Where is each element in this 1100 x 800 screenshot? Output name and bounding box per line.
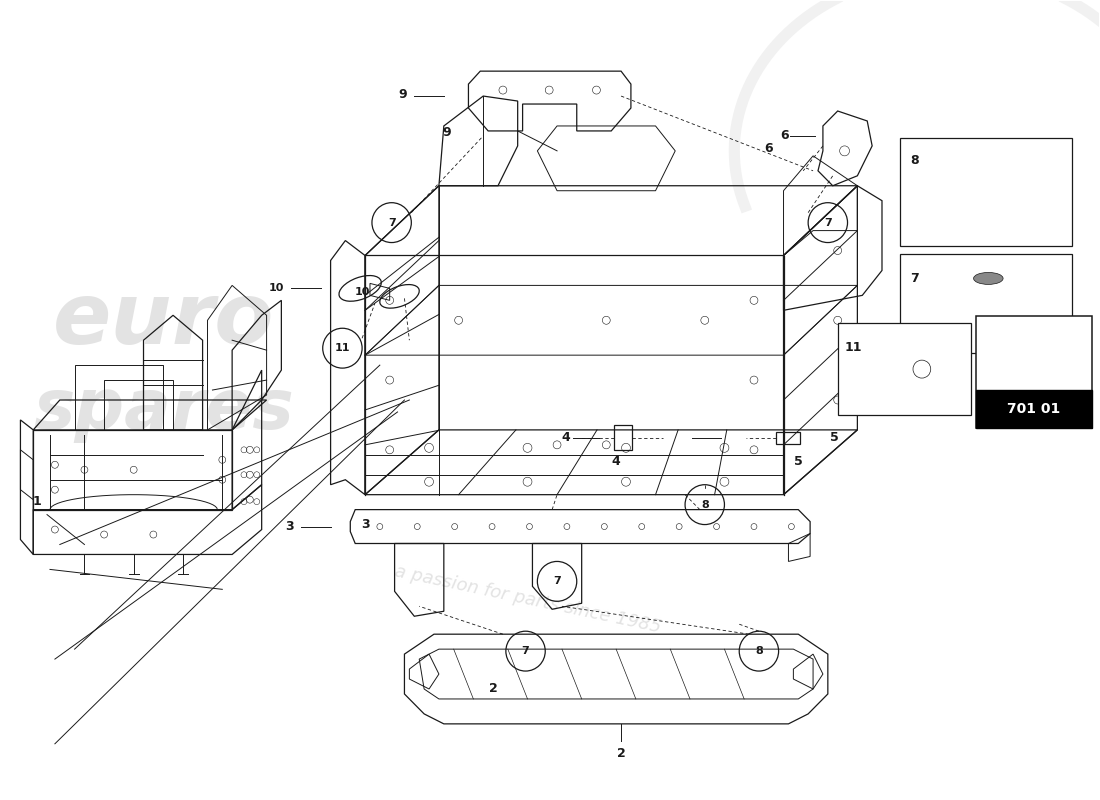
Polygon shape [1063,328,1079,346]
Text: 4: 4 [612,455,620,468]
Text: 5: 5 [794,455,803,468]
Text: 3: 3 [286,520,294,533]
Text: 7: 7 [388,218,396,228]
Text: 11: 11 [334,343,350,353]
Text: 9: 9 [442,126,451,139]
Text: 2: 2 [488,682,497,695]
Text: 6: 6 [764,142,773,155]
Text: 7: 7 [824,218,832,228]
Text: 3: 3 [361,518,370,531]
Ellipse shape [974,273,1003,285]
Text: 7: 7 [910,272,918,285]
Polygon shape [982,216,994,231]
Text: 8: 8 [755,646,762,656]
Bar [838,323,970,415]
Text: 701 01: 701 01 [1006,402,1060,416]
Text: 2: 2 [617,746,626,760]
Text: 5: 5 [829,431,838,444]
Text: 6: 6 [780,130,789,142]
Text: 11: 11 [845,341,862,354]
Text: 8: 8 [910,154,918,167]
Polygon shape [977,164,1000,174]
Text: 1: 1 [33,495,42,508]
Bar [900,254,1072,353]
Bar [976,316,1091,428]
Text: spares: spares [33,377,294,443]
Text: 7: 7 [521,646,529,656]
Text: euro: euro [53,278,274,362]
Text: 10: 10 [268,283,284,294]
Text: a passion for parts since 1985: a passion for parts since 1985 [393,562,662,636]
Polygon shape [986,328,1079,376]
Bar [976,390,1091,428]
Text: 7: 7 [553,576,561,586]
Text: 4: 4 [561,431,570,444]
Text: 8: 8 [701,500,708,510]
Bar [900,138,1072,246]
Text: 9: 9 [399,87,407,101]
Text: 10: 10 [354,287,370,298]
